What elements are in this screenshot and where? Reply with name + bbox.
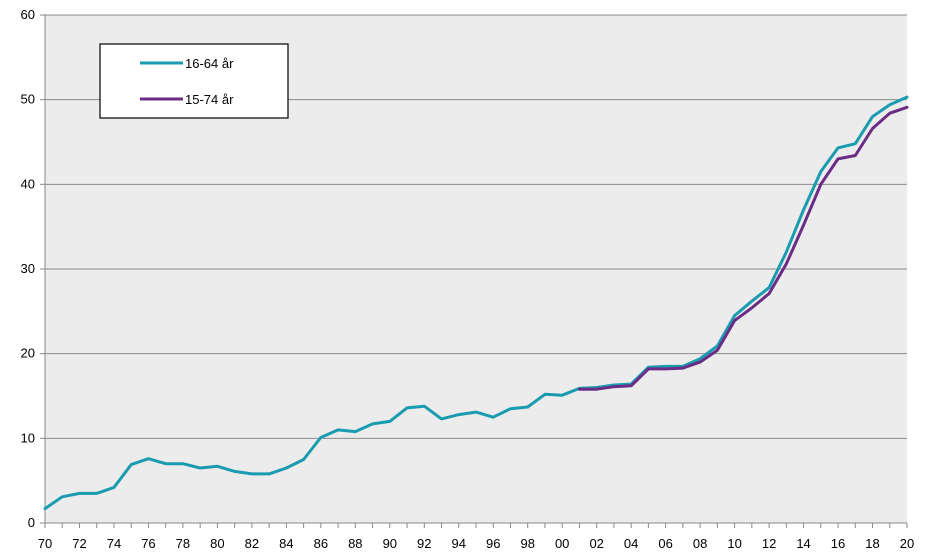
series-line-0 — [43, 95, 909, 511]
legend: 16-64 år 15-74 år — [99, 43, 289, 119]
x-tick-label-24: 18 — [865, 536, 879, 551]
x-tick-label-19: 08 — [693, 536, 707, 551]
x-tick-label-5: 80 — [210, 536, 224, 551]
x-tick-label-20: 10 — [727, 536, 741, 551]
legend-box — [99, 43, 289, 119]
x-tick-label-10: 90 — [383, 536, 397, 551]
series-line-1 — [577, 105, 909, 391]
x-tick-label-16: 02 — [589, 536, 603, 551]
x-tick-label-22: 14 — [796, 536, 810, 551]
x-tick-label-6: 82 — [245, 536, 259, 551]
x-tick-label-14: 98 — [520, 536, 534, 551]
x-axis-ticks: 70 72 74 76 78 80 82 84 86 88 90 92 94 96 98 00 02 04 06 08… — [38, 523, 914, 551]
x-tick-label-2: 74 — [107, 536, 121, 551]
x-tick-label-8: 86 — [314, 536, 328, 551]
x-tick-label-18: 06 — [658, 536, 672, 551]
y-tick-label-3: 30 — [21, 261, 35, 276]
legend-label-0: 16-64 år — [185, 56, 234, 71]
x-tick-label-25: 20 — [900, 536, 914, 551]
x-tick-label-23: 16 — [831, 536, 845, 551]
y-tick-label-0: 0 — [28, 515, 35, 530]
y-axis-ticks: 0 10 20 30 40 50 60 — [21, 7, 45, 530]
x-tick-label-17: 04 — [624, 536, 638, 551]
grid-lines — [45, 14, 907, 439]
x-tick-label-3: 76 — [141, 536, 155, 551]
x-tick-label-15: 00 — [555, 536, 569, 551]
x-tick-label-0: 70 — [38, 536, 52, 551]
y-tick-label-1: 10 — [21, 430, 35, 445]
x-tick-label-13: 96 — [486, 536, 500, 551]
legend-label-1: 15-74 år — [185, 92, 234, 107]
y-tick-label-2: 20 — [21, 346, 35, 361]
x-tick-label-1: 72 — [72, 536, 86, 551]
x-tick-label-7: 84 — [279, 536, 293, 551]
series-lines — [43, 95, 909, 511]
y-tick-label-5: 50 — [21, 92, 35, 107]
y-tick-label-4: 40 — [21, 176, 35, 191]
y-tick-label-6: 60 — [21, 7, 35, 22]
x-tick-label-12: 94 — [452, 536, 466, 551]
x-tick-label-21: 12 — [762, 536, 776, 551]
x-tick-label-11: 92 — [417, 536, 431, 551]
x-tick-label-4: 78 — [176, 536, 190, 551]
x-tick-label-9: 88 — [348, 536, 362, 551]
